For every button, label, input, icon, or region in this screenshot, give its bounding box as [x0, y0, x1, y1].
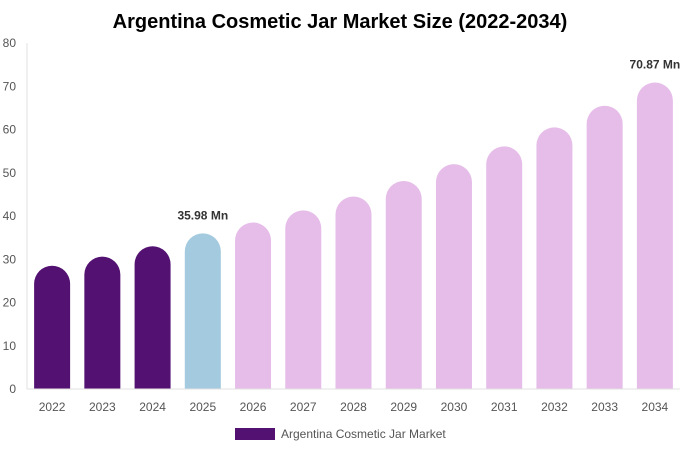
bar-2029	[385, 180, 422, 389]
bar-2031	[486, 146, 523, 389]
y-tick-label: 60	[3, 123, 17, 137]
x-tick-label: 2029	[390, 400, 417, 414]
bar-2023	[84, 256, 121, 389]
y-tick-label: 10	[3, 339, 17, 353]
data-labels: 35.98 Mn 70.87 Mn	[177, 57, 680, 222]
y-tick-label: 0	[9, 382, 16, 396]
x-tick-label: 2023	[89, 400, 116, 414]
bar-2025	[184, 233, 221, 389]
x-tick-label: 2025	[189, 400, 216, 414]
y-tick-label: 50	[3, 166, 17, 180]
bar-2024	[134, 246, 171, 389]
y-tick-label: 70	[3, 79, 17, 93]
x-axis: 2022 2023 2024 2025 2026 2027 2028 2029 2030 2031…	[27, 388, 680, 414]
bar-2034	[636, 82, 673, 390]
y-tick-label: 40	[3, 209, 17, 223]
x-tick-label: 2031	[491, 400, 518, 414]
data-label-2034: 70.87 Mn	[630, 57, 680, 71]
data-label-2025: 35.98 Mn	[177, 208, 228, 222]
y-tick-label: 80	[3, 36, 17, 50]
bars	[34, 82, 673, 390]
x-tick-label: 2022	[39, 400, 66, 414]
bar-2028	[335, 196, 372, 389]
legend: Argentina Cosmetic Jar Market	[235, 427, 446, 441]
x-tick-label: 2028	[340, 400, 367, 414]
x-tick-label: 2032	[541, 400, 568, 414]
bar-2030	[435, 164, 472, 389]
x-tick-label: 2033	[591, 400, 618, 414]
bar-2033	[586, 105, 623, 390]
bar-2027	[285, 210, 322, 389]
bar-2022	[34, 265, 71, 389]
bar-2026	[235, 222, 272, 389]
bar-2032	[536, 127, 573, 390]
x-tick-label: 2030	[441, 400, 468, 414]
x-tick-label: 2024	[139, 400, 166, 414]
x-tick-label: 2027	[290, 400, 317, 414]
y-axis: 0 10 20 30 40 50 60 70 80	[3, 36, 28, 396]
y-tick-label: 30	[3, 252, 17, 266]
x-tick-label: 2026	[240, 400, 267, 414]
x-tick-label: 2034	[642, 400, 669, 414]
chart-title: Argentina Cosmetic Jar Market Size (2022…	[113, 11, 568, 33]
legend-label: Argentina Cosmetic Jar Market	[281, 427, 446, 441]
y-tick-label: 20	[3, 296, 17, 310]
legend-swatch	[235, 428, 275, 440]
